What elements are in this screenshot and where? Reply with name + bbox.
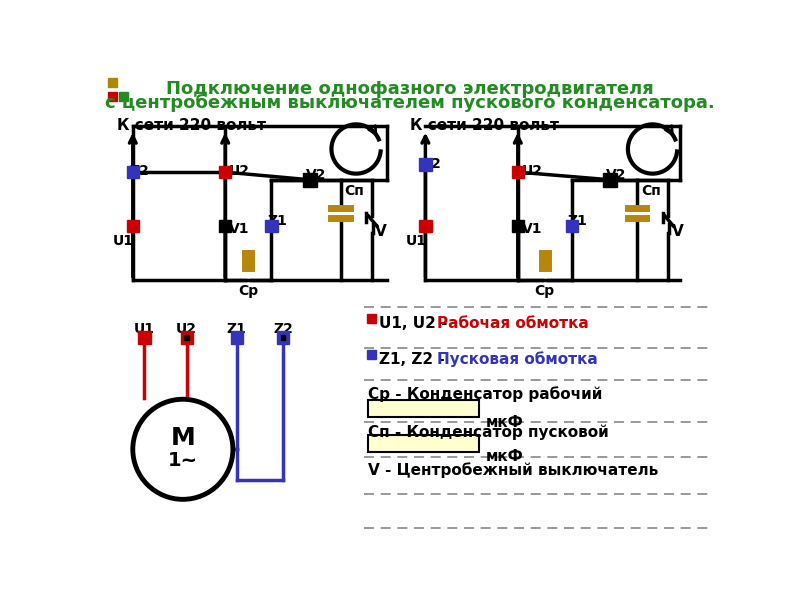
Text: V - Центробежный выключатель: V - Центробежный выключатель xyxy=(368,463,658,478)
Text: Ср: Ср xyxy=(238,284,258,298)
Bar xyxy=(219,166,231,178)
Bar xyxy=(566,220,578,232)
Text: К сети 220 вольт: К сети 220 вольт xyxy=(118,118,266,133)
Text: Z1, Z2 -: Z1, Z2 - xyxy=(379,352,450,367)
Bar xyxy=(230,331,243,344)
Text: V: V xyxy=(375,224,387,239)
Bar xyxy=(108,92,118,101)
Text: К сети 220 вольт: К сети 220 вольт xyxy=(410,118,559,133)
Bar xyxy=(138,331,150,344)
Text: Рабочая обмотка: Рабочая обмотка xyxy=(437,316,589,331)
Bar xyxy=(126,220,139,232)
Text: V1: V1 xyxy=(229,222,250,236)
Text: мкФ: мкФ xyxy=(486,449,523,464)
Text: Сп - Конденсатор пусковой: Сп - Конденсатор пусковой xyxy=(368,425,609,440)
Text: Пусковая обмотка: Пусковая обмотка xyxy=(437,352,598,367)
Text: Z1: Z1 xyxy=(568,214,588,229)
Bar xyxy=(281,335,286,340)
Text: Сп: Сп xyxy=(345,184,364,197)
Text: V2: V2 xyxy=(306,168,326,182)
Text: V: V xyxy=(672,224,683,239)
Text: V1: V1 xyxy=(522,222,542,236)
Bar xyxy=(266,220,278,232)
Text: U2: U2 xyxy=(229,164,250,178)
Text: U2: U2 xyxy=(522,164,542,178)
FancyBboxPatch shape xyxy=(368,400,479,417)
Text: U1: U1 xyxy=(134,322,155,336)
Bar xyxy=(419,158,431,170)
Text: М: М xyxy=(170,426,195,450)
Text: мкФ: мкФ xyxy=(486,415,523,430)
Text: V2: V2 xyxy=(606,168,627,182)
Bar xyxy=(181,331,193,344)
Bar xyxy=(419,220,431,232)
Bar xyxy=(108,78,118,88)
FancyBboxPatch shape xyxy=(368,436,479,452)
Text: 1~: 1~ xyxy=(168,451,198,470)
Text: Сп: Сп xyxy=(641,184,661,197)
Text: Z2: Z2 xyxy=(273,322,293,336)
Text: Z2: Z2 xyxy=(422,157,442,170)
Text: Z2: Z2 xyxy=(129,164,149,178)
Bar xyxy=(126,166,139,178)
Text: Z1: Z1 xyxy=(227,322,246,336)
Bar xyxy=(219,220,231,232)
Text: с центробежным выключателем пускового конденсатора.: с центробежным выключателем пускового ко… xyxy=(105,94,715,112)
Bar xyxy=(184,335,189,340)
Text: U1: U1 xyxy=(113,233,134,248)
Bar xyxy=(277,331,289,344)
Text: Подключение однофазного электродвигателя: Подключение однофазного электродвигателя xyxy=(166,80,654,98)
Bar xyxy=(367,314,376,323)
Text: U1: U1 xyxy=(406,233,426,248)
Text: U1, U2 -: U1, U2 - xyxy=(379,316,453,331)
Bar xyxy=(367,350,376,359)
Bar xyxy=(603,173,617,187)
Bar xyxy=(119,92,128,101)
Text: Z1: Z1 xyxy=(267,214,287,229)
Bar xyxy=(303,173,317,187)
Bar xyxy=(512,220,524,232)
Bar xyxy=(512,166,524,178)
Text: U2: U2 xyxy=(176,322,197,336)
Text: Ср - Конденсатор рабочий: Ср - Конденсатор рабочий xyxy=(368,386,602,402)
Text: Ср: Ср xyxy=(534,284,555,298)
